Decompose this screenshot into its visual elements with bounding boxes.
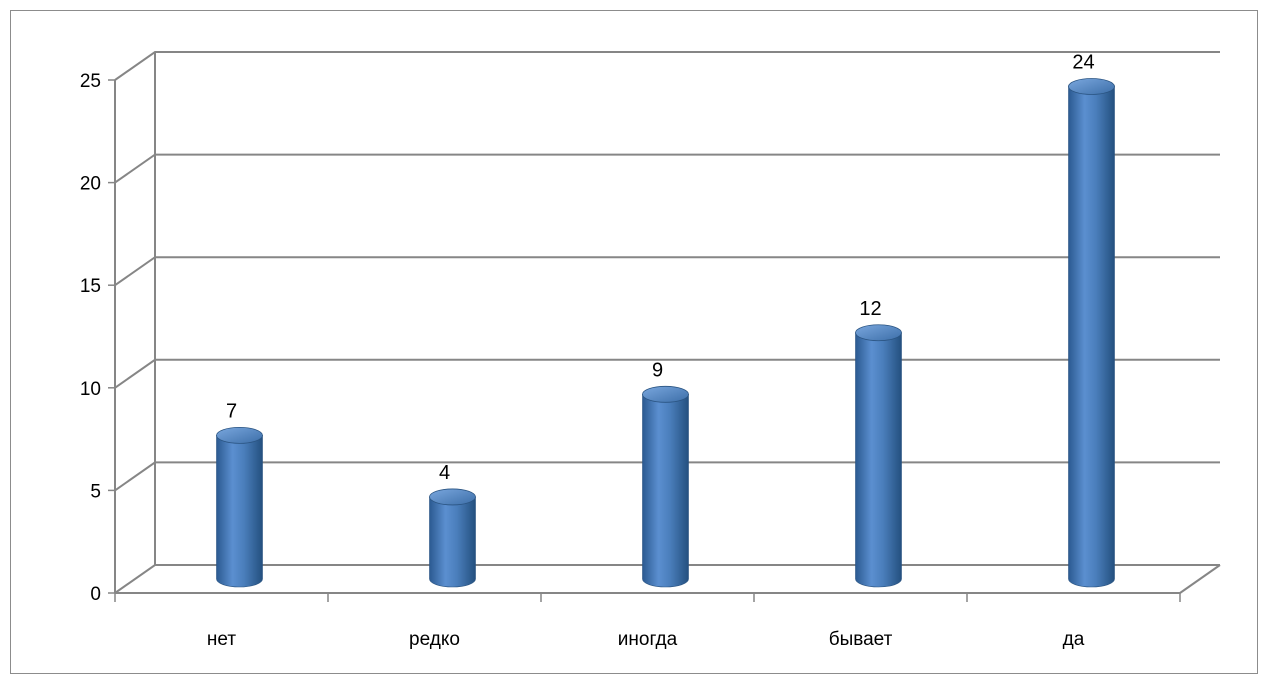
bar-body — [1068, 86, 1115, 588]
bar — [216, 426, 263, 588]
bar-cap — [429, 488, 476, 506]
labels: 0 5 10 15 20 25 7 нет 4 редко 9 иногда 12 бывает 24 да — [80, 52, 1095, 650]
bars — [216, 78, 1115, 588]
y-tick-label: 25 — [80, 71, 101, 92]
bar-body — [855, 332, 902, 588]
bar-body — [216, 435, 263, 588]
bar — [642, 385, 689, 588]
bar-cap — [216, 426, 263, 444]
x-category-label: да — [1063, 629, 1085, 650]
bar-body — [429, 496, 476, 588]
x-category-label: редко — [409, 629, 460, 650]
bar — [1068, 78, 1115, 588]
data-label: 7 — [226, 400, 237, 422]
data-label: 12 — [859, 298, 881, 320]
x-category-label: нет — [207, 629, 236, 650]
data-label: 24 — [1072, 52, 1094, 74]
gridline — [114, 153, 1220, 184]
floor-edge — [1179, 564, 1221, 594]
data-label: 4 — [439, 462, 450, 484]
gridline — [114, 256, 1220, 287]
bar-cap — [642, 385, 689, 403]
x-category-label: иногда — [618, 629, 678, 650]
bar — [855, 324, 902, 588]
x-category-label: бывает — [829, 629, 893, 650]
bar-cap — [1068, 78, 1115, 95]
y-tick-label: 10 — [80, 379, 101, 400]
data-label: 9 — [652, 359, 663, 381]
axes — [108, 52, 1181, 602]
y-tick-label: 0 — [90, 584, 101, 605]
y-tick-label: 15 — [80, 276, 101, 297]
bar-cap — [855, 324, 902, 342]
gridline — [114, 51, 1220, 81]
bar-body — [642, 394, 689, 588]
y-tick-label: 20 — [80, 174, 101, 195]
gridline — [114, 358, 1220, 389]
y-tick-label: 5 — [90, 481, 101, 502]
bar — [429, 488, 476, 588]
